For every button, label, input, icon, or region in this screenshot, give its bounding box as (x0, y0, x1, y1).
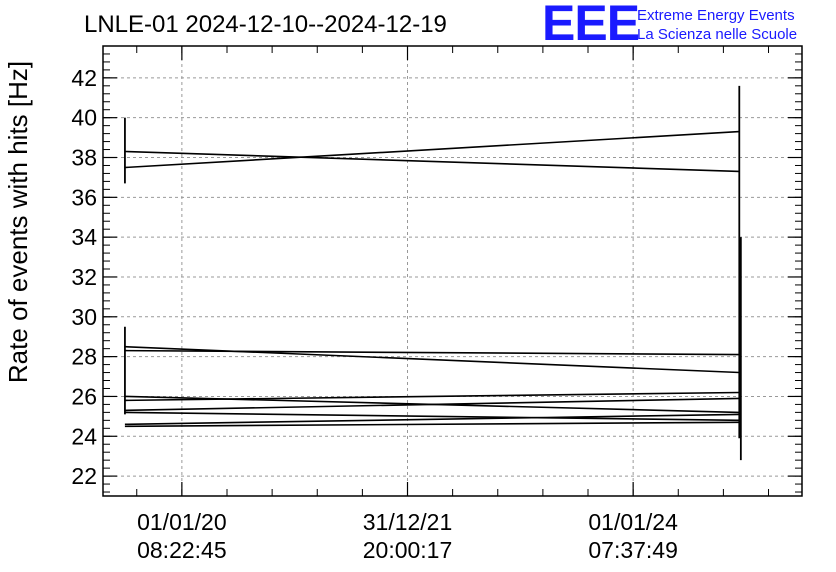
plot-frame (102, 45, 803, 497)
y-tick-label: 28 (71, 344, 97, 370)
y-tick-label: 42 (71, 65, 97, 91)
y-tick-label: 36 (71, 184, 97, 210)
x-tick-label-time: 08:22:45 (137, 537, 227, 563)
series-line (124, 391, 740, 402)
series-line (124, 397, 740, 412)
y-tick-label: 26 (71, 383, 97, 409)
x-tick-label-date: 01/01/20 (137, 509, 227, 535)
y-tick-label: 30 (71, 304, 97, 330)
eee-logo: EEE Extreme Energy Events La Scienza nel… (542, 0, 797, 51)
axis-ticks (103, 45, 802, 496)
series-line (124, 349, 740, 356)
error-bars-group (124, 85, 742, 461)
y-tick-label: 32 (71, 264, 97, 290)
y-tick-labels: 22 24 26 28 30 32 34 36 38 40 42 (71, 65, 97, 489)
series-line (124, 411, 740, 422)
series-line (124, 130, 740, 169)
y-tick-label: 38 (71, 145, 97, 171)
y-tick-label: 40 (71, 105, 97, 131)
series-line (124, 150, 740, 173)
x-tick-label-date: 01/01/24 (588, 509, 678, 535)
logo-line-1: Extreme Energy Events (637, 7, 795, 24)
chart-title: LNLE-01 2024-12-10--2024-12-19 (84, 11, 447, 38)
series-line (124, 413, 740, 426)
series-group (124, 130, 740, 428)
logo-line-2: La Scienza nelle Scuole (637, 26, 797, 43)
y-axis-label: Rate of events with hits [Hz] (3, 61, 33, 383)
y-tick-label: 24 (71, 423, 97, 449)
x-tick-label-time: 20:00:17 (363, 537, 453, 563)
y-tick-label: 34 (71, 224, 97, 250)
eee-logo-mark: EEE (542, 0, 639, 51)
x-tick-label-time: 07:37:49 (588, 537, 678, 563)
x-tick-label-date: 31/12/21 (363, 509, 453, 535)
series-line (124, 421, 740, 428)
grid (103, 46, 802, 496)
y-tick-label: 22 (71, 463, 97, 489)
